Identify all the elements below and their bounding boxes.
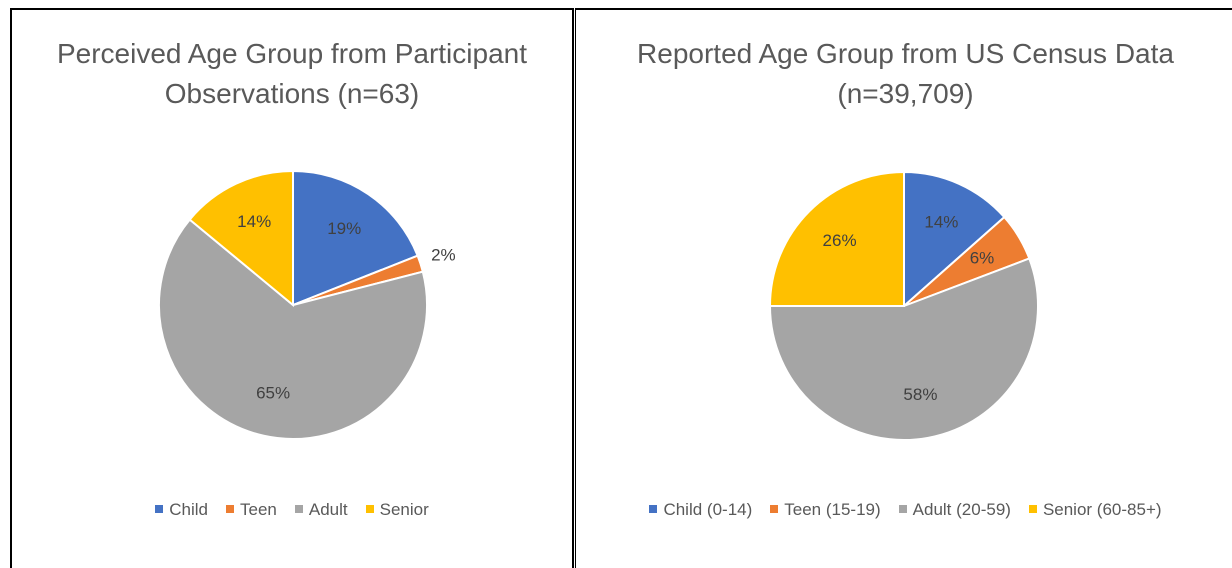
legend-swatch: [225, 505, 234, 513]
data-label: 65%: [256, 383, 290, 402]
legend-item: Child: [155, 500, 208, 519]
legend-swatch: [365, 505, 374, 513]
pie-slice: [768, 257, 1039, 441]
pie-chart: 19% 2% 65% 14%: [158, 169, 456, 440]
legend-item: Teen: [225, 500, 277, 519]
legend-label: Teen: [239, 500, 277, 519]
pie-slice: [903, 170, 1006, 309]
legend-swatch: [155, 505, 164, 513]
chart-panel: Perceived Age Group from Participant Obs…: [10, 8, 574, 568]
data-label: 26%: [823, 231, 857, 250]
legend-label: Adult: [308, 500, 348, 519]
legend-label: Adult (20-59): [912, 500, 1011, 519]
pie-chart: 14% 6% 58% 26%: [768, 170, 1039, 441]
legend-item: Adult: [294, 500, 348, 519]
data-label: 2%: [431, 246, 456, 265]
legend-item: Teen (15-19): [770, 500, 881, 519]
legend-label: Child (0-14): [663, 500, 753, 519]
legend: Child Teen Adult Senior: [12, 500, 572, 520]
chart-title: Reported Age Group from US Census Data (…: [637, 38, 1174, 109]
legend-swatch: [649, 505, 658, 513]
legend-item: Child (0-14): [649, 500, 752, 519]
legend: Child (0-14) Teen (15-19) Adult (20-59) Sen…: [576, 500, 1232, 520]
data-label: 58%: [903, 385, 937, 404]
legend-label: Teen (15-19): [784, 500, 881, 519]
legend-swatch: [294, 505, 303, 513]
legend-item: Senior: [365, 500, 429, 519]
legend-label: Senior (60-85+): [1042, 500, 1162, 519]
data-label: 19%: [327, 219, 361, 238]
legend-swatch: [898, 505, 907, 513]
pie-slice: [292, 169, 419, 307]
legend-item: Senior (60-85+): [1028, 500, 1162, 519]
chart-title: Perceived Age Group from Participant Obs…: [56, 38, 527, 109]
data-label: 14%: [237, 212, 271, 231]
pie-slice: [768, 170, 905, 307]
legend-swatch: [1028, 505, 1037, 513]
pie-slice: [158, 218, 428, 440]
chart-panel: Reported Age Group from US Census Data (…: [575, 8, 1232, 568]
page: {"chart_data": [ {"type": "pie", "title"…: [10, 8, 1232, 568]
legend-swatch: [770, 505, 779, 513]
legend-label: Senior: [379, 500, 429, 519]
pie-slice: [188, 169, 294, 308]
data-label: 14%: [924, 212, 958, 231]
legend-item: Adult (20-59): [898, 500, 1011, 519]
legend-label: Child: [169, 500, 208, 519]
data-label: 6%: [970, 248, 995, 267]
